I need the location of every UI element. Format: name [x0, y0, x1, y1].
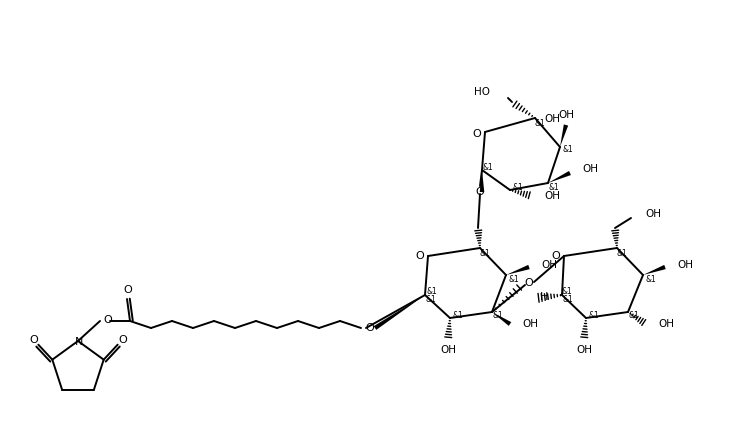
Text: OH: OH — [645, 209, 661, 219]
Polygon shape — [560, 124, 569, 147]
Text: &1: &1 — [549, 182, 559, 191]
Text: &1: &1 — [427, 287, 437, 295]
Text: OH: OH — [658, 319, 674, 329]
Text: OH: OH — [522, 319, 538, 329]
Text: OH: OH — [582, 164, 598, 174]
Polygon shape — [492, 312, 511, 326]
Text: O: O — [29, 335, 38, 345]
Text: &1: &1 — [480, 249, 490, 258]
Text: OH: OH — [544, 114, 560, 124]
Polygon shape — [548, 171, 571, 183]
Text: &1: &1 — [617, 249, 627, 258]
Text: &1: &1 — [589, 312, 599, 320]
Text: &1: &1 — [452, 312, 464, 320]
Text: &1: &1 — [645, 274, 657, 283]
Text: &1: &1 — [513, 184, 523, 193]
Polygon shape — [374, 295, 425, 330]
Text: &1: &1 — [629, 312, 639, 320]
Text: O: O — [415, 251, 425, 261]
Text: OH: OH — [576, 345, 592, 355]
Text: &1: &1 — [483, 163, 493, 172]
Polygon shape — [506, 265, 530, 275]
Text: &1: &1 — [562, 146, 573, 155]
Text: &1: &1 — [562, 287, 572, 295]
Text: O: O — [118, 335, 127, 345]
Text: O: O — [124, 285, 133, 295]
Text: O: O — [552, 251, 560, 261]
Text: O: O — [525, 278, 533, 288]
Text: HO: HO — [474, 87, 490, 97]
Text: &1: &1 — [562, 295, 573, 304]
Text: O: O — [476, 187, 484, 197]
Text: OH: OH — [677, 260, 693, 270]
Text: O: O — [366, 323, 375, 333]
Text: &1: &1 — [535, 118, 545, 127]
Text: H: H — [540, 292, 548, 302]
Text: &1: &1 — [509, 274, 520, 283]
Polygon shape — [643, 265, 666, 275]
Text: OH: OH — [558, 110, 574, 120]
Text: OH: OH — [541, 260, 557, 270]
Text: &1: &1 — [425, 295, 437, 304]
Text: N: N — [75, 337, 83, 347]
Text: O: O — [473, 129, 481, 139]
Text: O: O — [103, 315, 112, 325]
Text: OH: OH — [544, 191, 560, 201]
Polygon shape — [480, 170, 484, 192]
Text: &1: &1 — [492, 312, 504, 320]
Text: OH: OH — [440, 345, 456, 355]
